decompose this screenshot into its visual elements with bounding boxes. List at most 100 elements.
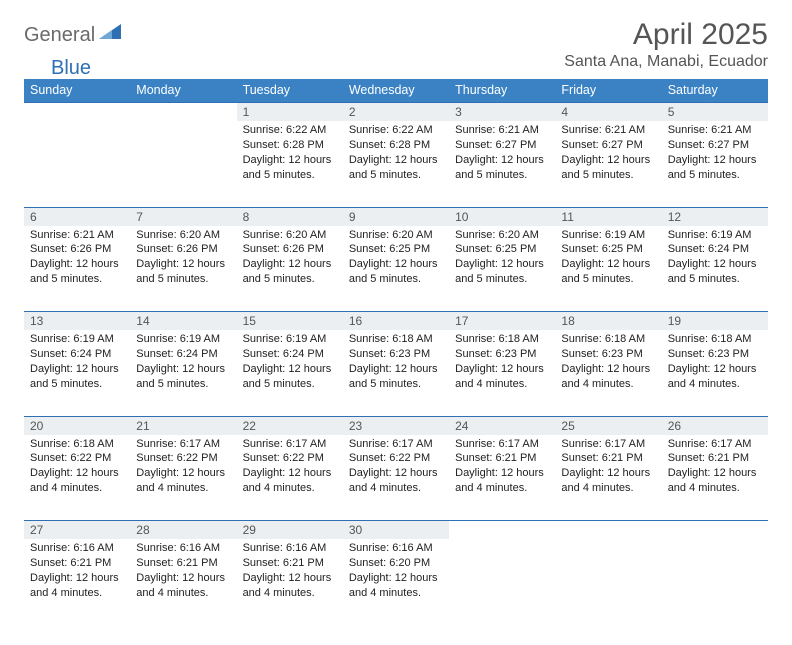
day-body: Sunrise: 6:20 AMSunset: 6:26 PMDaylight:… [130,226,236,312]
day-body-row: Sunrise: 6:16 AMSunset: 6:21 PMDaylight:… [24,539,768,625]
daylight-line: Daylight: 12 hours and 4 minutes. [136,466,230,496]
day-number: 30 [343,521,449,540]
daylight-line: Daylight: 12 hours and 5 minutes. [243,257,337,287]
logo-word2: Blue [51,57,91,80]
day-body: Sunrise: 6:17 AMSunset: 6:21 PMDaylight:… [449,435,555,521]
daylight-line: Daylight: 12 hours and 4 minutes. [30,466,124,496]
sunset-line: Sunset: 6:26 PM [243,242,337,257]
sunset-line: Sunset: 6:22 PM [349,451,443,466]
sunrise-line: Sunrise: 6:20 AM [455,228,549,243]
weekday-header: Friday [555,79,661,103]
day-number: 5 [662,103,768,122]
daylight-line: Daylight: 12 hours and 4 minutes. [455,362,549,392]
day-body-empty [449,539,555,625]
day-body: Sunrise: 6:22 AMSunset: 6:28 PMDaylight:… [237,121,343,207]
day-number-empty [449,521,555,540]
sunrise-line: Sunrise: 6:21 AM [455,123,549,138]
sunrise-line: Sunrise: 6:18 AM [668,332,762,347]
day-body: Sunrise: 6:18 AMSunset: 6:23 PMDaylight:… [343,330,449,416]
day-number-row: 27282930 [24,521,768,540]
sunset-line: Sunset: 6:27 PM [455,138,549,153]
sunset-line: Sunset: 6:25 PM [455,242,549,257]
location-line: Santa Ana, Manabi, Ecuador [564,53,768,71]
sunset-line: Sunset: 6:24 PM [668,242,762,257]
day-number: 2 [343,103,449,122]
daylight-line: Daylight: 12 hours and 5 minutes. [349,153,443,183]
day-body: Sunrise: 6:20 AMSunset: 6:25 PMDaylight:… [343,226,449,312]
daylight-line: Daylight: 12 hours and 5 minutes. [668,257,762,287]
sunrise-line: Sunrise: 6:18 AM [349,332,443,347]
daylight-line: Daylight: 12 hours and 5 minutes. [136,257,230,287]
day-number: 15 [237,312,343,331]
sunrise-line: Sunrise: 6:16 AM [243,541,337,556]
daylight-line: Daylight: 12 hours and 4 minutes. [136,571,230,601]
sunrise-line: Sunrise: 6:17 AM [349,437,443,452]
day-number-row: 20212223242526 [24,416,768,435]
sunrise-line: Sunrise: 6:17 AM [136,437,230,452]
day-number: 7 [130,207,236,226]
day-number: 13 [24,312,130,331]
day-body: Sunrise: 6:18 AMSunset: 6:23 PMDaylight:… [662,330,768,416]
sunset-line: Sunset: 6:26 PM [30,242,124,257]
day-number: 26 [662,416,768,435]
day-body: Sunrise: 6:16 AMSunset: 6:21 PMDaylight:… [237,539,343,625]
day-number-empty [555,521,661,540]
day-body: Sunrise: 6:17 AMSunset: 6:22 PMDaylight:… [237,435,343,521]
day-number: 29 [237,521,343,540]
sunrise-line: Sunrise: 6:19 AM [30,332,124,347]
daylight-line: Daylight: 12 hours and 4 minutes. [243,571,337,601]
day-number-row: 13141516171819 [24,312,768,331]
sunset-line: Sunset: 6:23 PM [455,347,549,362]
sunset-line: Sunset: 6:22 PM [30,451,124,466]
sunrise-line: Sunrise: 6:20 AM [243,228,337,243]
day-number: 20 [24,416,130,435]
day-body: Sunrise: 6:17 AMSunset: 6:22 PMDaylight:… [343,435,449,521]
day-number: 25 [555,416,661,435]
day-body: Sunrise: 6:20 AMSunset: 6:26 PMDaylight:… [237,226,343,312]
sunset-line: Sunset: 6:21 PM [243,556,337,571]
day-body: Sunrise: 6:22 AMSunset: 6:28 PMDaylight:… [343,121,449,207]
day-body: Sunrise: 6:16 AMSunset: 6:21 PMDaylight:… [130,539,236,625]
weekday-header-row: Sunday Monday Tuesday Wednesday Thursday… [24,79,768,103]
day-number: 9 [343,207,449,226]
daylight-line: Daylight: 12 hours and 4 minutes. [668,362,762,392]
daylight-line: Daylight: 12 hours and 4 minutes. [668,466,762,496]
daylight-line: Daylight: 12 hours and 4 minutes. [30,571,124,601]
day-body-row: Sunrise: 6:18 AMSunset: 6:22 PMDaylight:… [24,435,768,521]
sunset-line: Sunset: 6:21 PM [136,556,230,571]
day-body: Sunrise: 6:17 AMSunset: 6:21 PMDaylight:… [555,435,661,521]
sunrise-line: Sunrise: 6:16 AM [136,541,230,556]
sunrise-line: Sunrise: 6:19 AM [561,228,655,243]
day-body-empty [662,539,768,625]
daylight-line: Daylight: 12 hours and 5 minutes. [349,257,443,287]
day-number-row: 6789101112 [24,207,768,226]
day-number: 4 [555,103,661,122]
sunrise-line: Sunrise: 6:21 AM [668,123,762,138]
weekday-header: Tuesday [237,79,343,103]
day-body: Sunrise: 6:17 AMSunset: 6:22 PMDaylight:… [130,435,236,521]
day-number: 16 [343,312,449,331]
day-number-row: 12345 [24,103,768,122]
sunset-line: Sunset: 6:21 PM [455,451,549,466]
daylight-line: Daylight: 12 hours and 5 minutes. [561,153,655,183]
day-number: 24 [449,416,555,435]
sunset-line: Sunset: 6:20 PM [349,556,443,571]
daylight-line: Daylight: 12 hours and 5 minutes. [455,257,549,287]
sunset-line: Sunset: 6:28 PM [349,138,443,153]
day-body: Sunrise: 6:17 AMSunset: 6:21 PMDaylight:… [662,435,768,521]
day-number: 1 [237,103,343,122]
sunset-line: Sunset: 6:24 PM [136,347,230,362]
day-body: Sunrise: 6:18 AMSunset: 6:23 PMDaylight:… [555,330,661,416]
sunset-line: Sunset: 6:23 PM [349,347,443,362]
day-number: 28 [130,521,236,540]
sunrise-line: Sunrise: 6:22 AM [243,123,337,138]
sunrise-line: Sunrise: 6:20 AM [136,228,230,243]
day-body-row: Sunrise: 6:22 AMSunset: 6:28 PMDaylight:… [24,121,768,207]
day-body: Sunrise: 6:21 AMSunset: 6:27 PMDaylight:… [555,121,661,207]
header: General April 2025 Santa Ana, Manabi, Ec… [24,18,768,71]
day-body-empty [24,121,130,207]
day-number: 10 [449,207,555,226]
sunset-line: Sunset: 6:25 PM [349,242,443,257]
day-number: 14 [130,312,236,331]
sunset-line: Sunset: 6:28 PM [243,138,337,153]
